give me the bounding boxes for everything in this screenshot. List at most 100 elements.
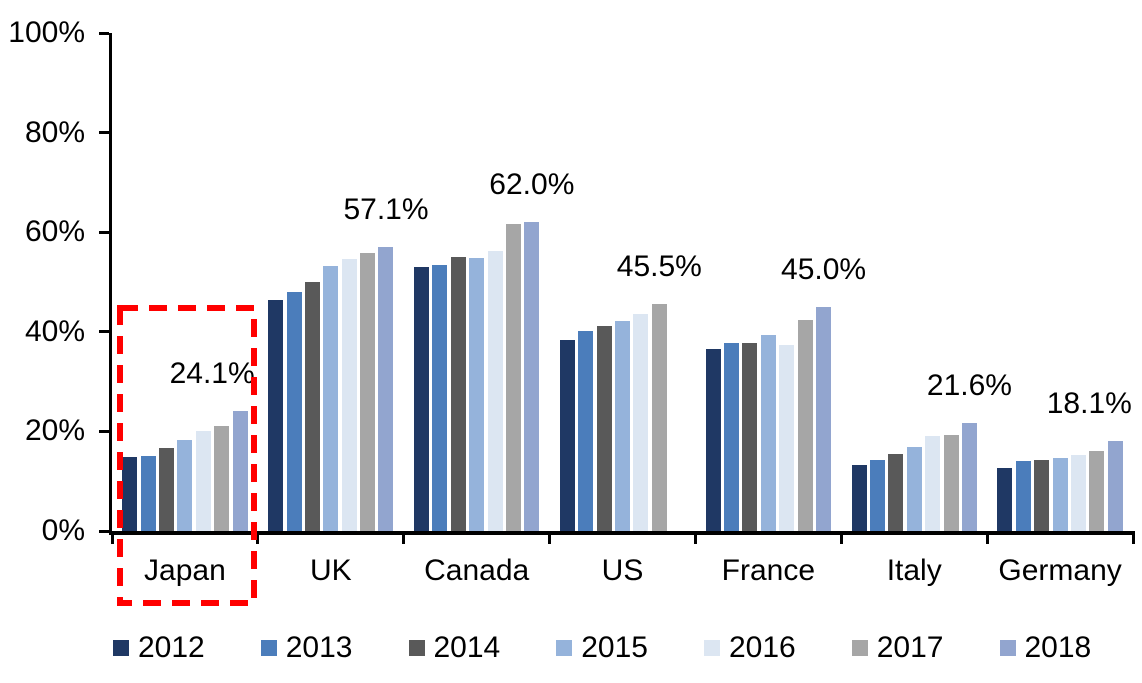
bar-germany-2012	[997, 468, 1013, 531]
legend-label-2017: 2017	[876, 631, 944, 664]
legend-swatch-2015	[556, 640, 573, 656]
bar-germany-2014	[1034, 459, 1050, 531]
legend-label-2016: 2016	[729, 631, 796, 664]
bar-italy-2016	[925, 435, 941, 531]
y-tick-label: 0%	[41, 514, 85, 547]
y-tick	[99, 230, 109, 234]
category-label-germany: Germany	[998, 554, 1122, 587]
group-us: US 45.5%	[548, 33, 702, 587]
bar-uk-2013	[286, 292, 302, 531]
bar-france-2016	[779, 344, 795, 531]
bar-italy-2015	[906, 446, 922, 531]
y-tick-label: 60%	[24, 215, 85, 249]
bar-germany-2013	[1015, 461, 1031, 531]
bar-japan-2018	[232, 410, 248, 531]
legend-item-2017: 2017	[851, 631, 944, 664]
value-label-japan: 24.1%	[169, 356, 255, 390]
x-tick	[110, 531, 114, 544]
x-tick	[256, 531, 260, 544]
legend-swatch-2014	[408, 640, 425, 656]
bar-canada-2013	[432, 264, 448, 531]
bar-uk-2014	[304, 282, 320, 531]
bar-germany-2018	[1107, 440, 1123, 531]
x-tick	[402, 531, 406, 544]
bar-italy-2013	[869, 460, 885, 531]
legend-swatch-2018	[999, 640, 1016, 656]
bar-france-2015	[760, 335, 776, 531]
legend-label-2012: 2012	[138, 631, 205, 664]
bar-japan-2017	[214, 425, 230, 531]
category-label-france: France	[721, 554, 816, 587]
bar-canada-2016	[487, 250, 503, 531]
category-label-italy: Italy	[886, 554, 942, 587]
x-axis-line	[109, 531, 1133, 535]
bars-france	[695, 306, 841, 531]
bars-us	[550, 304, 696, 531]
bar-italy-2017	[943, 434, 959, 531]
x-tick	[693, 531, 697, 544]
legend-item-2014: 2014	[408, 632, 500, 664]
legend: 2012 2013 2014 2015 2016 2017 2018	[113, 632, 1091, 664]
bar-uk-2018	[378, 246, 394, 531]
legend-swatch-2017	[851, 640, 868, 656]
group-canada: Canada 62.0%	[402, 33, 574, 587]
legend-item-2012: 2012	[113, 632, 205, 664]
legend-item-2018: 2018	[999, 632, 1091, 664]
legend-label-2013: 2013	[285, 631, 353, 664]
bars-italy	[841, 423, 987, 531]
y-tick-label: 20%	[24, 414, 85, 448]
bars-germany	[987, 440, 1133, 531]
value-label-us: 45.5%	[616, 250, 702, 284]
category-label-uk: UK	[309, 554, 352, 587]
legend-item-2013: 2013	[260, 631, 353, 664]
group-italy: Italy 21.6%	[839, 33, 1012, 587]
bars-uk	[258, 246, 404, 531]
bar-japan-2016	[195, 431, 211, 531]
bar-japan-2012	[122, 456, 138, 531]
bar-canada-2012	[413, 267, 429, 531]
y-tick	[99, 529, 109, 533]
group-japan: Japan 24.1%	[110, 33, 258, 587]
bar-france-2013	[724, 342, 740, 531]
y-axis-line	[109, 33, 112, 534]
value-label-france: 45.0%	[781, 252, 867, 286]
bar-us-2012	[559, 340, 575, 531]
category-label-us: US	[601, 554, 644, 587]
bar-us-2014	[596, 325, 612, 531]
bar-uk-2017	[360, 252, 376, 531]
bar-uk-2016	[341, 258, 357, 531]
bar-italy-2018	[961, 423, 977, 531]
bar-uk-2015	[323, 266, 339, 531]
y-tick-label: 40%	[24, 314, 85, 348]
bar-us-2017	[651, 304, 667, 531]
bar-canada-2014	[450, 257, 466, 531]
legend-item-2015: 2015	[556, 632, 648, 664]
group-germany: Germany 18.1%	[985, 33, 1135, 587]
bar-germany-2017	[1089, 451, 1105, 531]
value-label-canada: 62.0%	[489, 168, 575, 202]
bar-us-2013	[578, 330, 594, 531]
bars-japan	[112, 410, 258, 531]
y-tick	[99, 131, 109, 135]
value-label-germany: 18.1%	[1046, 386, 1132, 420]
x-tick	[839, 531, 843, 544]
y-tick	[99, 330, 109, 334]
plot-area: Japan 24.1% UK 57.1% Canada 62.0% US 45.5% Franc…	[99, 31, 1135, 587]
bar-canada-2018	[524, 222, 540, 531]
bar-italy-2014	[888, 454, 904, 531]
bars-canada	[404, 222, 550, 531]
bar-canada-2017	[505, 224, 521, 531]
bar-italy-2012	[851, 464, 867, 531]
legend-swatch-2016	[704, 640, 720, 656]
bar-france-2014	[742, 343, 758, 531]
bar-groups: Japan 24.1% UK 57.1% Canada 62.0% US 45.5% Franc…	[110, 33, 1135, 587]
bar-france-2012	[705, 349, 721, 531]
bar-uk-2012	[268, 300, 284, 531]
value-label-uk: 57.1%	[343, 192, 429, 226]
bar-japan-2014	[159, 447, 175, 531]
bar-us-2015	[615, 320, 630, 531]
bar-germany-2015	[1052, 458, 1068, 531]
x-tick	[1131, 531, 1135, 544]
value-label-italy: 21.6%	[926, 369, 1012, 403]
